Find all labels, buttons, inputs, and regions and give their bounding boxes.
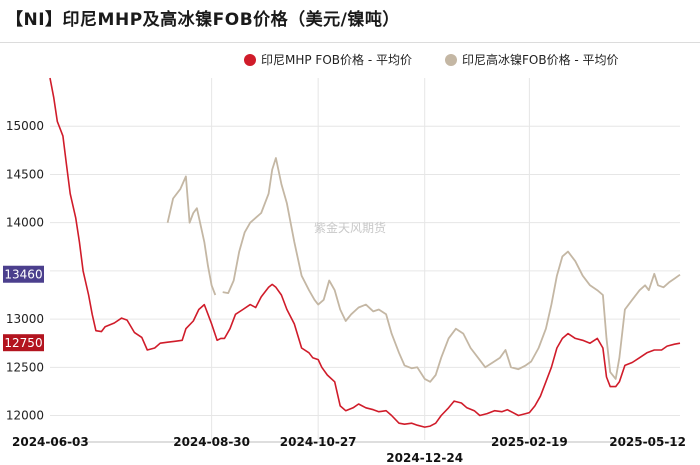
chart-title: 【NI】印尼MHP及高冰镍FOB价格（美元/镍吨） <box>6 10 400 30</box>
end-label-ni-matte: 13460 <box>4 268 42 282</box>
legend-marker-mhp <box>244 54 256 66</box>
legend-marker-ni_matte <box>445 54 457 66</box>
series-lines <box>49 77 681 428</box>
y-tick-label: 15000 <box>6 119 44 133</box>
x-axis: 2024-06-03 2024-08-30 2024-10-27 2024-12-24… <box>12 435 686 465</box>
x-tick-label: 2024-10-27 <box>280 435 357 449</box>
y-tick-label: 13000 <box>6 312 44 326</box>
y-tick-label: 14000 <box>6 216 44 230</box>
legend-label-ni_matte: 印尼高冰镍FOB价格 - 平均价 <box>462 52 619 67</box>
x-tick-label: 2024-12-24 <box>386 451 463 465</box>
end-value-labels: 13460 12750 <box>3 265 44 352</box>
y-tick-label: 12000 <box>6 409 44 423</box>
x-tick-label: 2024-08-30 <box>173 435 250 449</box>
x-tick-label: 2025-05-12 <box>609 435 686 449</box>
end-label-mhp-bg <box>3 334 44 352</box>
watermark-text: 紫金天风期货 <box>314 220 386 235</box>
y-tick-label: 14500 <box>6 167 44 181</box>
x-tick-label: 2024-06-03 <box>12 435 89 449</box>
end-label-ni-matte-bg <box>3 265 44 283</box>
series-line-ni_matte <box>166 157 681 383</box>
legend: 印尼MHP FOB价格 - 平均价 印尼高冰镍FOB价格 - 平均价 <box>244 52 619 67</box>
x-tick-label: 2025-02-19 <box>491 435 568 449</box>
legend-label-mhp: 印尼MHP FOB价格 - 平均价 <box>261 52 412 67</box>
y-tick-label: 12500 <box>6 360 44 374</box>
grid-lines <box>46 78 680 443</box>
title-divider <box>0 42 700 43</box>
end-label-mhp: 12750 <box>4 336 42 350</box>
series-line-mhp <box>49 77 681 428</box>
